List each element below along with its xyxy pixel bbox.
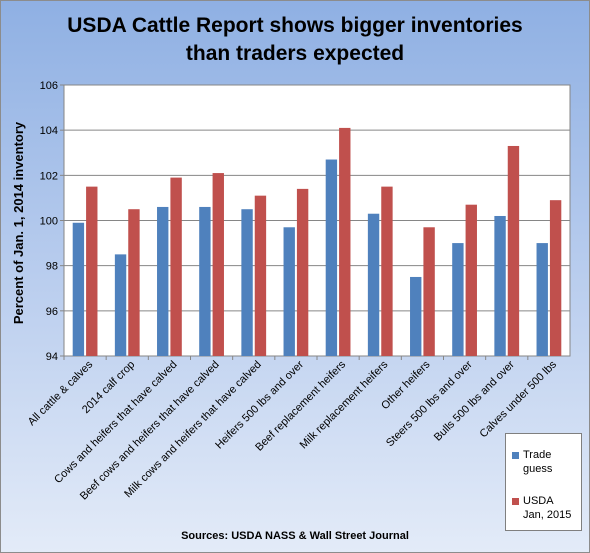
y-tick-label-6: 106: [40, 80, 58, 92]
x-tick-label-0: All cattle & calves: [26, 358, 96, 428]
bar-series-2-1: [128, 209, 140, 356]
y-tick-label-5: 104: [40, 125, 58, 137]
bar-series-2-2: [170, 177, 182, 356]
bar-series-1-7: [367, 213, 380, 356]
y-tick-label-2: 98: [46, 261, 58, 273]
bar-series-2-7: [381, 186, 393, 356]
bar-series-2-11: [549, 200, 562, 356]
bar-series-1-3: [199, 206, 211, 356]
bar-series-1-5: [283, 227, 295, 356]
bar-series-2-3: [212, 173, 224, 356]
bar-series-2-9: [465, 204, 477, 356]
y-tick-label-1: 96: [46, 306, 58, 318]
legend-label-usda: USDA Jan, 2015: [523, 494, 581, 522]
legend-swatch-usda: [512, 498, 519, 505]
legend-label-trade-guess: Trade guess: [523, 448, 581, 476]
x-tick-label-10: Bulls 500 lbs and over: [432, 358, 517, 443]
bar-series-2-8: [423, 227, 435, 356]
legend-label-usda-line-2: Jan, 2015: [523, 509, 572, 521]
bar-series-1-1: [114, 254, 127, 356]
bar-series-2-6: [339, 127, 351, 357]
bar-series-1-2: [157, 206, 169, 356]
bar-series-1-9: [452, 243, 464, 356]
bar-series-1-6: [325, 159, 338, 356]
chart-title-line-2: than traders expected: [185, 42, 405, 65]
bar-series-1-8: [410, 276, 422, 356]
legend-swatch-trade-guess: [512, 452, 519, 459]
x-tick-label-7: Milk replacement heifers: [298, 358, 391, 451]
bar-series-2-5: [296, 188, 309, 356]
legend-label-trade-guess-line-2: guess: [523, 463, 553, 475]
legend-label-trade-guess-line-1: Trade: [523, 449, 552, 461]
source-note: Sources: USDA NASS & Wall Street Journal: [181, 530, 409, 542]
bar-series-2-10: [507, 145, 520, 356]
bar-series-2-4: [254, 195, 267, 356]
y-tick-label-0: 94: [46, 351, 58, 363]
x-tick-label-11: Calves under 500 lbs: [477, 358, 559, 440]
bar-series-1-4: [241, 209, 253, 356]
bar-series-1-0: [72, 222, 85, 356]
bar-series-1-10: [494, 215, 506, 356]
legend: Trade guess USDA Jan, 2015: [505, 433, 582, 531]
y-tick-label-4: 102: [40, 170, 58, 182]
bar-series-1-11: [536, 243, 548, 356]
chart-title: USDA Cattle Report shows bigger inventor…: [0, 12, 590, 68]
y-axis-label: Percent of Jan. 1, 2014 inventory: [11, 121, 26, 325]
bar-series-2-0: [86, 186, 98, 356]
chart-title-line-1: USDA Cattle Report shows bigger inventor…: [67, 14, 523, 37]
legend-label-usda-line-1: USDA: [523, 495, 554, 507]
y-tick-label-3: 100: [40, 216, 58, 228]
x-tick-label-9: Steers 500 lbs and over: [384, 358, 475, 449]
